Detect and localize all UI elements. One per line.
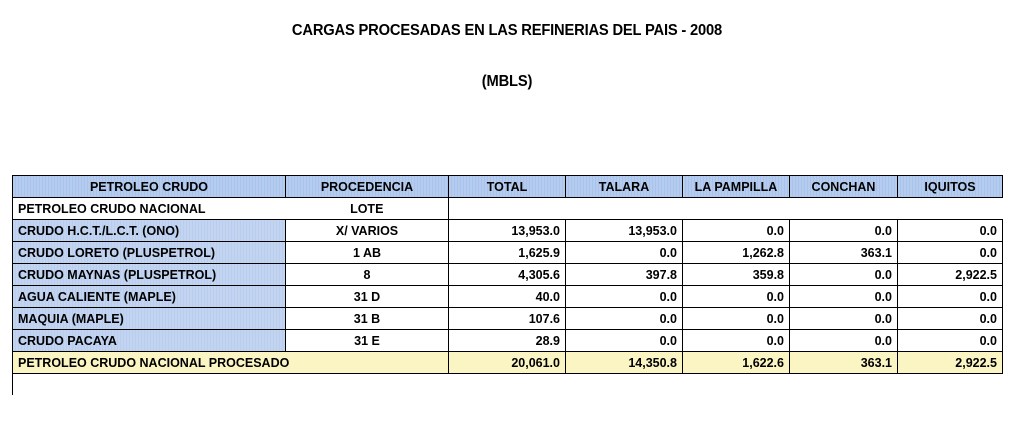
table-row: MAQUIA (MAPLE) 31 B 107.6 0.0 0.0 0.0 0.… xyxy=(12,307,1003,330)
total-cell: 28.9 xyxy=(448,329,566,352)
talara-cell: 13,953.0 xyxy=(565,219,683,242)
table-row: CRUDO H.C.T./L.C.T. (ONO) X/ VARIOS 13,9… xyxy=(12,219,1003,242)
crude-name: CRUDO PACAYA xyxy=(12,329,286,352)
total-label: PETROLEO CRUDO NACIONAL PROCESADO xyxy=(12,351,449,374)
iquitos-cell: 0.0 xyxy=(897,241,1003,264)
conchan-sum-cell: 363.1 xyxy=(789,351,898,374)
table-row: AGUA CALIENTE (MAPLE) 31 D 40.0 0.0 0.0 … xyxy=(12,285,1003,308)
talara-cell: 397.8 xyxy=(565,263,683,286)
column-header-crudo: PETROLEO CRUDO xyxy=(12,175,286,198)
la-pampilla-cell: 0.0 xyxy=(682,307,790,330)
iquitos-cell: 0.0 xyxy=(897,329,1003,352)
la-pampilla-cell: 0.0 xyxy=(682,285,790,308)
procedencia-cell: 31 E xyxy=(285,329,449,352)
column-header-conchan: CONCHAN xyxy=(789,175,898,198)
crude-name: CRUDO H.C.T./L.C.T. (ONO) xyxy=(12,219,286,242)
total-cell: 107.6 xyxy=(448,307,566,330)
conchan-cell: 0.0 xyxy=(789,307,898,330)
la-pampilla-sum-cell: 1,622.6 xyxy=(682,351,790,374)
talara-sum-cell: 14,350.8 xyxy=(565,351,683,374)
talara-cell: 0.0 xyxy=(565,241,683,264)
total-cell: 4,305.6 xyxy=(448,263,566,286)
crude-name: MAQUIA (MAPLE) xyxy=(12,307,286,330)
talara-cell: 0.0 xyxy=(565,307,683,330)
iquitos-cell: 2,922.5 xyxy=(897,263,1003,286)
crude-name: AGUA CALIENTE (MAPLE) xyxy=(12,285,286,308)
talara-cell: 0.0 xyxy=(565,329,683,352)
column-header-iquitos: IQUITOS xyxy=(897,175,1003,198)
la-pampilla-cell: 359.8 xyxy=(682,263,790,286)
crude-loads-table: PETROLEO CRUDO PROCEDENCIA TOTAL TALARA … xyxy=(12,175,1003,395)
total-row: PETROLEO CRUDO NACIONAL PROCESADO 20,061… xyxy=(12,351,1003,374)
column-header-la-pampilla: LA PAMPILLA xyxy=(682,175,790,198)
iquitos-cell: 0.0 xyxy=(897,307,1003,330)
procedencia-cell: 31 D xyxy=(285,285,449,308)
procedencia-cell: 31 B xyxy=(285,307,449,330)
section-row: PETROLEO CRUDO NACIONAL LOTE xyxy=(12,197,1003,220)
header-row: PETROLEO CRUDO PROCEDENCIA TOTAL TALARA … xyxy=(12,175,1003,198)
table-row: CRUDO PACAYA 31 E 28.9 0.0 0.0 0.0 0.0 xyxy=(12,329,1003,352)
conchan-cell: 0.0 xyxy=(789,329,898,352)
column-header-procedencia: PROCEDENCIA xyxy=(285,175,449,198)
crude-name: CRUDO MAYNAS (PLUSPETROL) xyxy=(12,263,286,286)
total-sum-cell: 20,061.0 xyxy=(448,351,566,374)
conchan-cell: 0.0 xyxy=(789,263,898,286)
crude-name: CRUDO LORETO (PLUSPETROL) xyxy=(12,241,286,264)
table-row: CRUDO MAYNAS (PLUSPETROL) 8 4,305.6 397.… xyxy=(12,263,1003,286)
page-title: CARGAS PROCESADAS EN LAS REFINERIAS DEL … xyxy=(291,22,723,39)
section-procedencia: LOTE xyxy=(285,197,449,220)
procedencia-cell: 1 AB xyxy=(285,241,449,264)
procedencia-cell: 8 xyxy=(285,263,449,286)
la-pampilla-cell: 0.0 xyxy=(682,219,790,242)
column-header-talara: TALARA xyxy=(565,175,683,198)
talara-cell: 0.0 xyxy=(565,285,683,308)
total-cell: 13,953.0 xyxy=(448,219,566,242)
table-row: CRUDO LORETO (PLUSPETROL) 1 AB 1,625.9 0… xyxy=(12,241,1003,264)
la-pampilla-cell: 0.0 xyxy=(682,329,790,352)
total-cell: 40.0 xyxy=(448,285,566,308)
iquitos-sum-cell: 2,922.5 xyxy=(897,351,1003,374)
total-cell: 1,625.9 xyxy=(448,241,566,264)
unit-subtitle: (MBLS) xyxy=(481,73,533,90)
table-continuation xyxy=(12,373,1003,395)
conchan-cell: 0.0 xyxy=(789,219,898,242)
iquitos-cell: 0.0 xyxy=(897,219,1003,242)
la-pampilla-cell: 1,262.8 xyxy=(682,241,790,264)
iquitos-cell: 0.0 xyxy=(897,285,1003,308)
procedencia-cell: X/ VARIOS xyxy=(285,219,449,242)
conchan-cell: 0.0 xyxy=(789,285,898,308)
section-label: PETROLEO CRUDO NACIONAL xyxy=(12,197,286,220)
column-header-total: TOTAL xyxy=(448,175,566,198)
conchan-cell: 363.1 xyxy=(789,241,898,264)
